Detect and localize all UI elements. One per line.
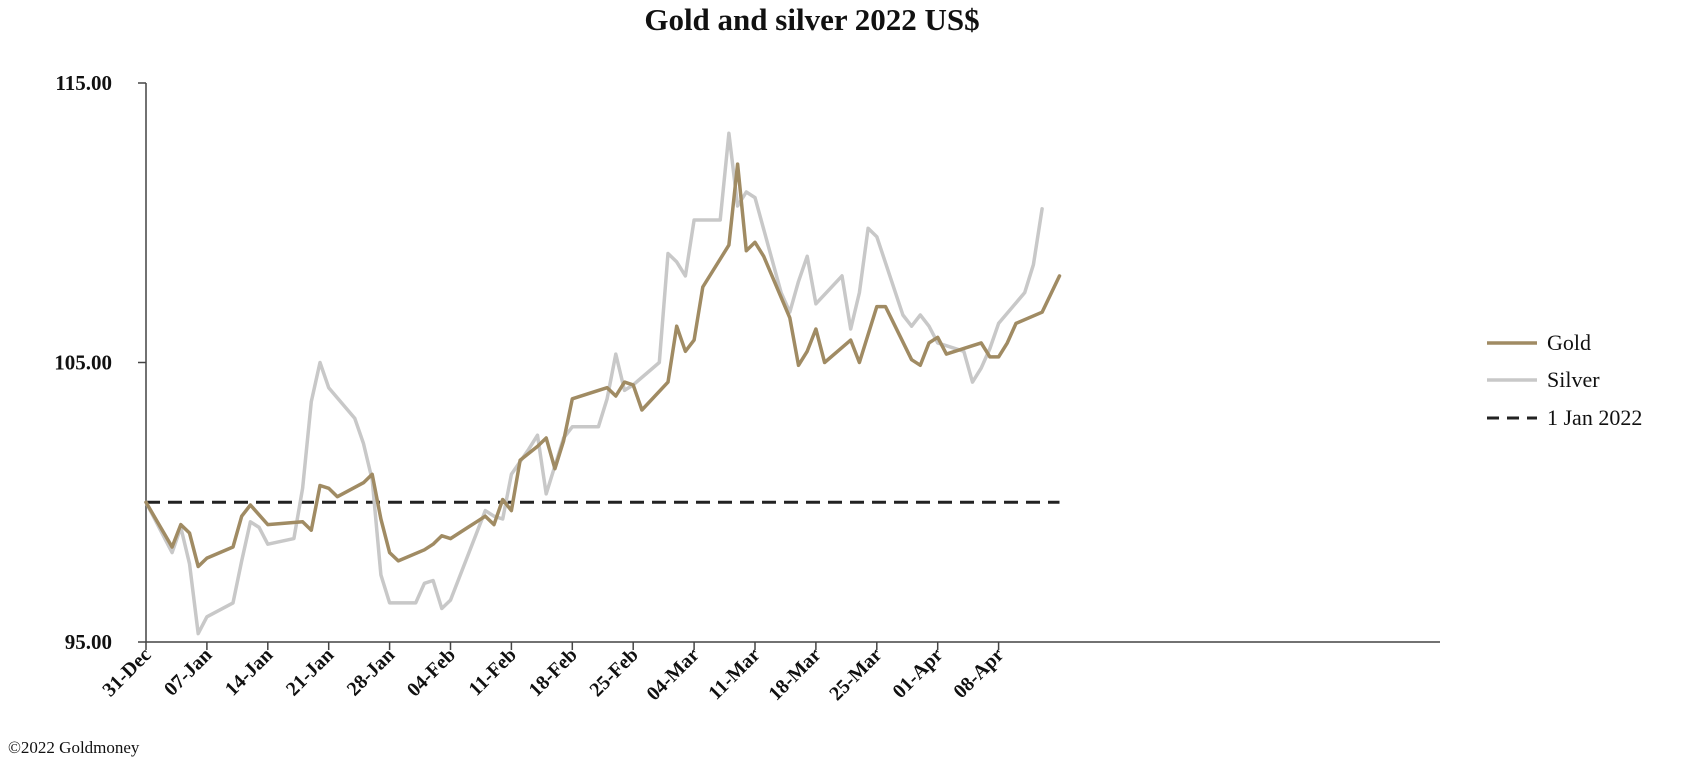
x-tick-label: 21-Jan [282,644,338,700]
series-line-silver [144,131,1044,636]
x-tick-label: 08-Apr [949,644,1008,703]
x-tick-label: 25-Feb [586,644,643,701]
x-tick-label: 11-Feb [465,644,521,700]
x-tick-label: 28-Jan [343,644,399,700]
legend-label: 1 Jan 2022 [1547,405,1642,430]
legend-label: Silver [1547,367,1600,392]
x-tick-label: 07-Jan [160,644,216,700]
x-tick-label: 18-Feb [525,644,582,701]
legend-label: Gold [1547,330,1591,355]
chart-title: Gold and silver 2022 US$ [644,2,979,37]
series-line-gold [144,162,1062,569]
legend: Gold Silver 1 Jan 2022 [1487,330,1642,430]
x-tick-label: 04-Feb [403,644,460,701]
x-tick-label: 25-Mar [825,644,886,705]
x-tick-label: 18-Mar [764,644,825,705]
y-tick-label: 95.00 [65,630,112,654]
y-tick-label: 105.00 [54,351,112,375]
x-tick-label: 14-Jan [221,644,277,700]
y-tick-label: 115.00 [55,71,112,95]
copyright-note: ©2022 Goldmoney [8,738,140,757]
x-tick-label: 01-Apr [888,644,947,703]
x-tick-label: 11-Mar [704,644,764,704]
x-tick-label: 04-Mar [643,644,704,705]
series-layer [144,131,1062,636]
